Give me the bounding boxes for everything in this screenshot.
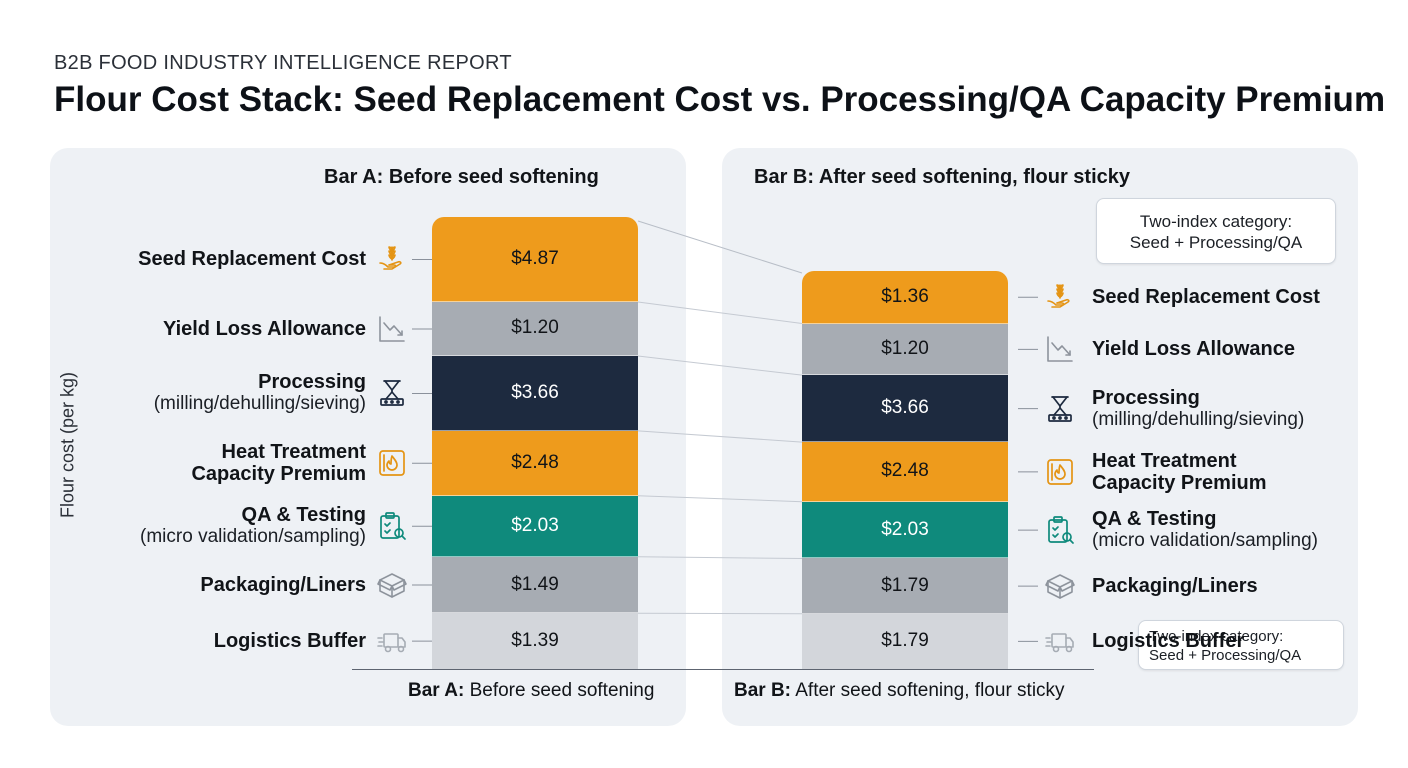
bar-b-value-label-5: $2.03 <box>881 518 929 540</box>
box-icon <box>376 569 408 601</box>
legend-label-b-5-name: QA & Testing <box>1092 508 1217 531</box>
legend-label-a-2: Yield Loss Allowance <box>163 318 366 340</box>
legend-label-a-5: QA & Testing (micro validation/sampling) <box>140 504 366 548</box>
bar-b-segment-5: $2.03 <box>802 501 1008 559</box>
legend-label-b-1: Seed Replacement Cost <box>1092 286 1320 308</box>
legend-label-a-4-name: Heat Treatment <box>221 441 367 464</box>
bar-a-value-label-2: $1.20 <box>511 317 559 339</box>
legend-label-a-3-name: Processing <box>258 371 366 394</box>
note-bottom: Two-index category: Seed + Processing/QA <box>1138 620 1344 670</box>
bar-b-segment-7: $1.79 <box>802 613 1008 669</box>
trend-down-icon <box>376 313 408 345</box>
legend-label-a-1-name: Seed Replacement Cost <box>138 248 366 271</box>
bar-a-segment-5: $2.03 <box>432 495 638 557</box>
legend-label-a-3-sub: (milling/dehulling/sieving) <box>153 393 366 415</box>
bar-a-segment-2: $1.20 <box>432 301 638 357</box>
legend-label-b-1-name: Seed Replacement Cost <box>1092 286 1320 309</box>
legend-label-b-5: QA & Testing (micro validation/sampling) <box>1092 508 1318 552</box>
note-top-line-2: Seed + Processing/QA <box>1129 233 1303 252</box>
legend-label-a-5-name: QA & Testing <box>241 504 366 527</box>
legend-label-b-5-sub: (micro validation/sampling) <box>1092 530 1318 552</box>
bar-a-footer-text: Before seed softening <box>469 680 655 701</box>
stacked-bar-a: $4.87 $1.20 $3.66 $2.48 $2.03 $1.49 $1.39 <box>432 217 638 669</box>
bar-b-footer-bold: Bar B: <box>734 680 792 701</box>
bar-b-value-label-6: $1.79 <box>881 574 929 596</box>
bar-b-footer-text: After seed softening, flour sticky <box>795 680 1065 701</box>
bar-b-value-label-7: $1.79 <box>881 630 929 652</box>
bar-a-footer: Bar A: Before seed softening <box>408 680 654 702</box>
legend-label-b-3-name: Processing <box>1092 386 1200 409</box>
bar-a-segment-3: $3.66 <box>432 356 638 431</box>
legend-label-b-7: Logistics Buffer <box>1092 630 1244 652</box>
legend-label-a-4: Heat Treatment Capacity Premium <box>191 441 366 485</box>
legend-label-a-5-sub: (micro validation/sampling) <box>140 526 366 548</box>
bar-a-segment-6: $1.49 <box>432 556 638 614</box>
legend-label-a-6: Packaging/Liners <box>200 574 366 596</box>
bar-b-segment-2: $1.20 <box>802 323 1008 376</box>
bar-b-segment-3: $3.66 <box>802 375 1008 443</box>
truck-icon <box>376 625 408 657</box>
bar-a-segment-1: $4.87 <box>432 217 638 302</box>
bar-b-segment-1: $1.36 <box>802 271 1008 324</box>
bar-b-value-label-4: $2.48 <box>881 460 929 482</box>
bar-a-value-label-3: $3.66 <box>511 381 559 403</box>
bar-a-value-label-5: $2.03 <box>511 514 559 536</box>
note-top-line-1: Two-index category: <box>1139 212 1293 231</box>
panel-title-bar-b: Bar B: After seed softening, flour stick… <box>754 166 1130 188</box>
kicker: B2B FOOD INDUSTRY INTELLIGENCE REPORT <box>54 52 512 74</box>
clipboard-search-icon <box>1044 514 1076 546</box>
bar-a-segment-7: $1.39 <box>432 613 638 669</box>
wheat-hand-icon <box>1044 281 1076 313</box>
y-axis-label: Flour cost (per kg) <box>57 371 78 519</box>
note-bottom-line-1: Two-index category: <box>1149 628 1284 645</box>
bar-a-segment-4: $2.48 <box>432 430 638 496</box>
legend-label-b-3: Processing (milling/dehulling/sieving) <box>1092 387 1304 431</box>
legend-label-b-6: Packaging/Liners <box>1092 575 1258 597</box>
legend-label-a-6-name: Packaging/Liners <box>200 574 366 597</box>
trend-down-icon <box>1044 333 1076 365</box>
truck-icon <box>1044 625 1076 657</box>
legend-label-a-4-sub: Capacity Premium <box>191 463 366 486</box>
mill-icon <box>1044 393 1076 425</box>
note-top: Two-index category: Seed + Processing/QA <box>1096 198 1336 264</box>
bar-a-value-label-4: $2.48 <box>511 451 559 473</box>
clipboard-search-icon <box>376 510 408 542</box>
bar-b-value-label-1: $1.36 <box>881 285 929 307</box>
legend-label-b-2: Yield Loss Allowance <box>1092 338 1295 360</box>
panel-title-bar-a: Bar A: Before seed softening <box>324 166 599 188</box>
bar-b-footer: Bar B: After seed softening, flour stick… <box>734 680 1065 702</box>
bar-b-segment-4: $2.48 <box>802 442 1008 502</box>
bar-b-segment-6: $1.79 <box>802 558 1008 614</box>
page-title: Flour Cost Stack: Seed Replacement Cost … <box>54 80 1386 119</box>
legend-label-a-7-name: Logistics Buffer <box>213 630 366 653</box>
bar-b-value-label-3: $3.66 <box>881 397 929 419</box>
legend-label-a-7: Logistics Buffer <box>214 630 366 652</box>
box-icon <box>1044 570 1076 602</box>
legend-label-a-3: Processing (milling/dehulling/sieving) <box>154 371 366 415</box>
legend-label-a-2-name: Yield Loss Allowance <box>162 318 366 340</box>
heat-icon <box>376 447 408 479</box>
stacked-bar-b: $1.36 $1.20 $3.66 $2.48 $2.03 $1.79 $1.79 <box>802 271 1008 669</box>
legend-label-b-6-name: Packaging/Liners <box>1092 575 1258 598</box>
legend-label-a-1: Seed Replacement Cost <box>138 248 366 270</box>
legend-label-b-2-name: Yield Loss Allowance <box>1092 338 1296 361</box>
legend-label-b-4-sub: Capacity Premium <box>1092 471 1267 494</box>
mill-icon <box>376 377 408 409</box>
bar-a-footer-bold: Bar A: <box>408 680 465 701</box>
bar-a-value-label-6: $1.49 <box>511 573 559 595</box>
wheat-hand-icon <box>376 243 408 275</box>
heat-icon <box>1044 456 1076 488</box>
baseline <box>352 669 1094 670</box>
legend-label-b-4-name: Heat Treatment <box>1092 449 1237 472</box>
legend-label-b-3-sub: (milling/dehulling/sieving) <box>1092 408 1305 430</box>
legend-label-b-7-name: Logistics Buffer <box>1092 630 1245 653</box>
note-bottom-line-2: Seed + Processing/QA <box>1149 647 1302 664</box>
bar-b-value-label-2: $1.20 <box>881 337 929 359</box>
legend-label-b-4: Heat Treatment Capacity Premium <box>1092 450 1267 494</box>
bar-a-value-label-7: $1.39 <box>511 630 559 652</box>
bar-a-value-label-1: $4.87 <box>511 247 559 269</box>
